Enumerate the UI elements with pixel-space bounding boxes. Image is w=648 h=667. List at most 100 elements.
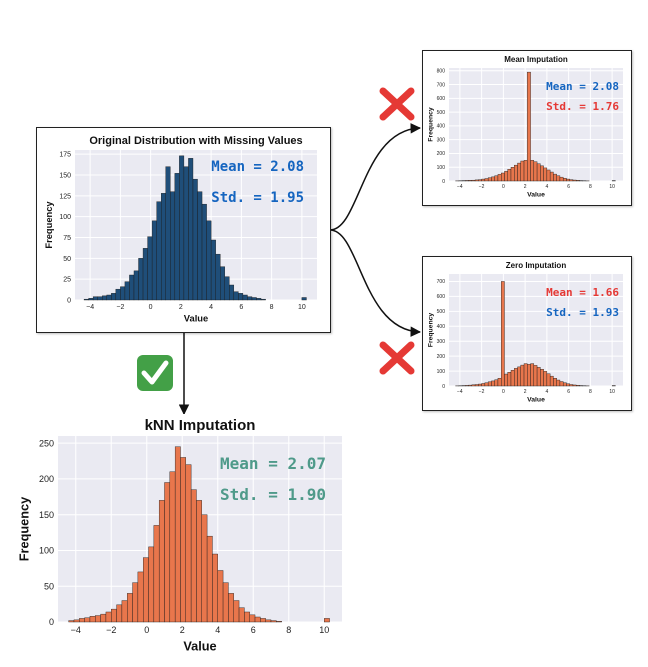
check-mark-icon	[136, 354, 174, 392]
x-tick-label: 4	[209, 304, 213, 311]
histogram-bar	[175, 447, 180, 622]
histogram-bar	[508, 372, 511, 386]
std-stat-label: Std. = 1.93	[546, 306, 619, 319]
histogram-bar	[271, 621, 276, 622]
y-tick-label: 200	[437, 354, 446, 360]
histogram-bar	[111, 609, 116, 622]
histogram-bar	[179, 156, 184, 300]
y-tick-label: 200	[39, 474, 54, 484]
histogram-bar	[157, 202, 162, 300]
x-tick-label: −4	[457, 184, 463, 190]
histogram-bar	[93, 297, 98, 300]
histogram-bar	[127, 593, 132, 622]
histogram-bar	[488, 178, 491, 181]
histogram-bar	[212, 554, 217, 622]
histogram-bar	[557, 176, 560, 181]
y-tick-label: 500	[437, 110, 446, 116]
chart-title: kNN Imputation	[145, 417, 256, 434]
histogram-bar	[302, 298, 307, 301]
y-tick-label: 300	[437, 339, 446, 345]
histogram-bar	[129, 275, 134, 300]
histogram-bar	[148, 237, 153, 300]
arrow-to-mean-imputation	[330, 128, 420, 230]
histogram-bar	[544, 168, 547, 181]
histogram-bar	[324, 618, 329, 622]
histogram-bar	[188, 158, 193, 300]
histogram-bar	[495, 176, 498, 181]
histogram-bar	[540, 369, 543, 386]
x-tick-label: 6	[567, 184, 570, 190]
y-tick-label: 0	[442, 179, 445, 185]
x-tick-label: 10	[298, 304, 306, 311]
histogram-bar	[101, 614, 106, 622]
histogram-bar	[563, 178, 566, 181]
histogram-bar	[478, 384, 481, 386]
mean-stat-label: Mean = 2.08	[211, 159, 304, 175]
histogram-bar	[159, 500, 164, 622]
x-tick-label: 8	[286, 625, 291, 635]
x-tick-label: 8	[589, 389, 592, 395]
histogram-bar	[504, 171, 507, 181]
histogram-bar	[106, 612, 111, 622]
x-tick-label: 8	[589, 184, 592, 190]
histogram-bar	[511, 167, 514, 181]
histogram-bar	[170, 192, 175, 300]
histogram-bar	[257, 298, 262, 300]
histogram-bar	[125, 282, 130, 300]
histogram-bar	[134, 271, 139, 300]
histogram-bar	[139, 258, 144, 300]
histogram-bar	[161, 193, 166, 300]
histogram-bar	[550, 172, 553, 181]
histogram-bar	[143, 558, 148, 622]
histogram-bar	[472, 385, 475, 386]
x-axis-label: Value	[183, 639, 216, 654]
histogram-bar	[531, 364, 534, 386]
histogram-bar	[498, 174, 501, 181]
arrow-to-zero-imputation	[330, 230, 420, 332]
mean-stat-label: Mean = 2.07	[220, 454, 326, 473]
histogram-bar	[514, 368, 517, 386]
histogram-bar	[216, 254, 221, 300]
histogram-bar	[544, 371, 547, 386]
x-tick-label: 10	[609, 389, 615, 395]
y-axis-label: Frequency	[428, 107, 435, 142]
y-tick-label: 800	[437, 69, 446, 75]
histogram-bar	[170, 472, 175, 622]
histogram-bar	[90, 616, 95, 622]
histogram-bar	[69, 621, 74, 622]
histogram-bar	[531, 160, 534, 181]
x-tick-label: 6	[251, 625, 256, 635]
x-tick-label: −2	[479, 389, 485, 395]
histogram-bar	[524, 364, 527, 386]
histogram-bar	[518, 163, 521, 181]
histogram-bar	[266, 620, 271, 622]
chart-title: Original Distribution with Missing Value…	[89, 135, 302, 147]
y-tick-label: 700	[437, 279, 446, 285]
histogram-bar	[247, 297, 252, 300]
histogram-bar	[550, 376, 553, 386]
histogram-bar	[469, 180, 472, 181]
histogram-bar	[566, 179, 569, 181]
histogram-bar	[252, 298, 257, 301]
histogram-bar	[573, 180, 576, 181]
histogram-bar	[228, 593, 233, 622]
histogram-bar	[166, 167, 171, 300]
y-tick-label: 0	[49, 617, 54, 627]
y-tick-label: 400	[437, 124, 446, 130]
y-axis-label: Frequency	[44, 201, 54, 249]
chart-title: Mean Imputation	[504, 55, 568, 64]
histogram-bar	[560, 382, 563, 386]
histogram-bar	[518, 367, 521, 386]
histogram-bar	[469, 385, 472, 386]
y-tick-label: 175	[59, 152, 71, 159]
histogram-bar	[557, 380, 560, 386]
x-tick-label: 2	[524, 389, 527, 395]
y-tick-label: 100	[59, 214, 71, 221]
y-tick-label: 0	[442, 384, 445, 390]
histogram-bar	[475, 385, 478, 386]
histogram-bar	[573, 385, 576, 386]
cross-mark-icon	[378, 340, 416, 376]
